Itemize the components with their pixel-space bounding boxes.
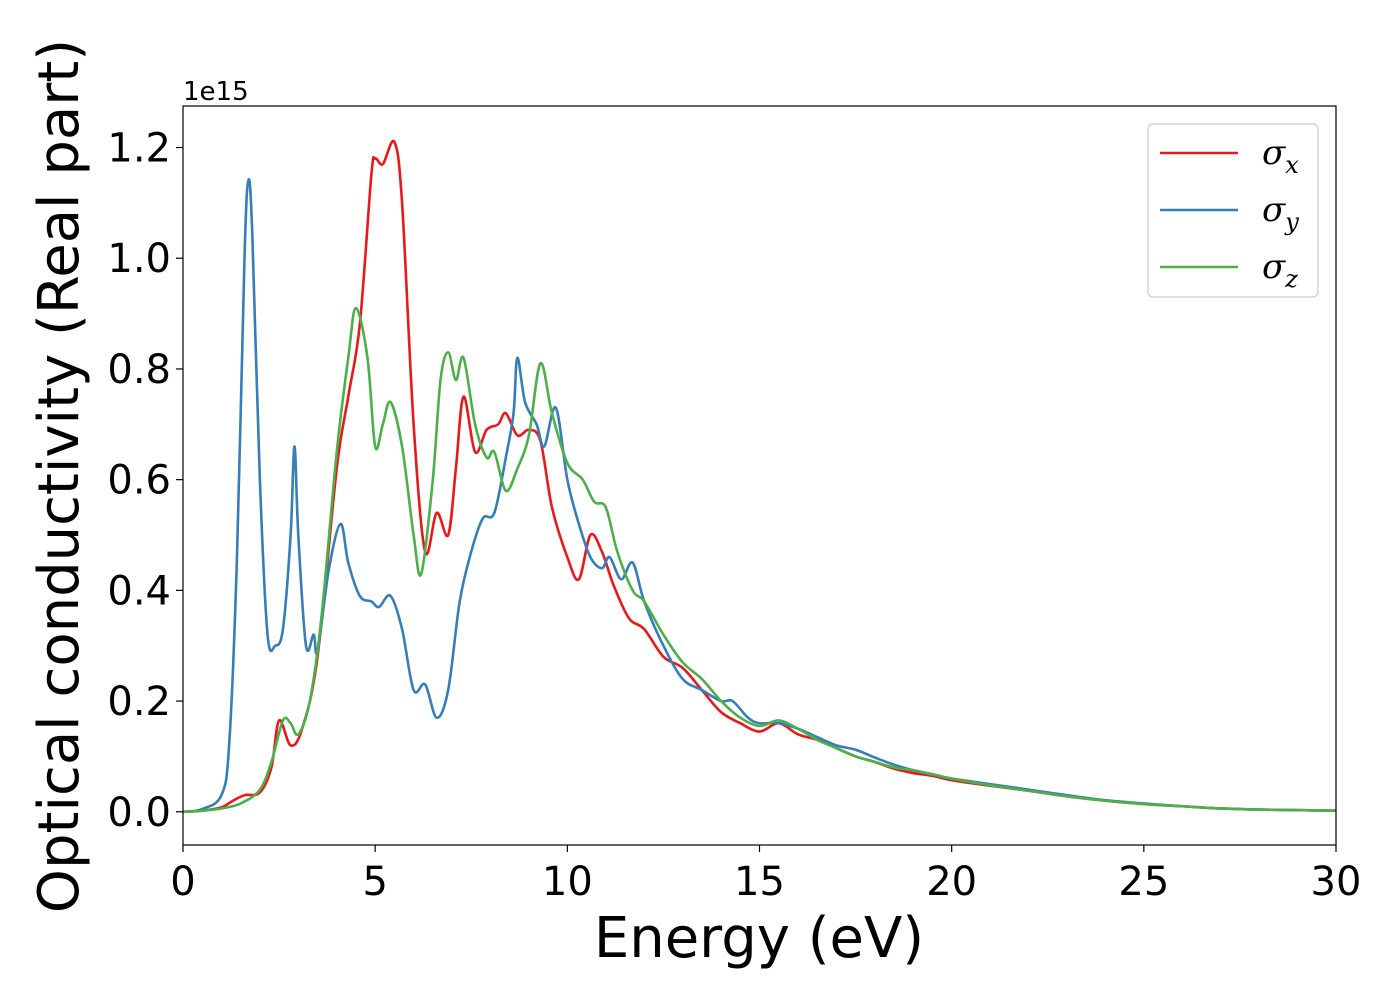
x-tick-label: 25 [1118,859,1169,905]
x-tick-label: 0 [170,859,195,905]
y-axis-title: Optical conductivity (Real part) [27,39,92,913]
x-tick-label: 20 [926,859,977,905]
y-axis: 0.0 0.2 0.4 0.6 0.8 1.0 1.2 [107,126,183,836]
y-tick-label: 1.2 [107,126,171,172]
x-axis-title: Energy (eV) [594,906,924,971]
y-tick-label: 0.0 [107,790,171,836]
y-offset-label: 1e15 [183,77,249,107]
y-tick-label: 0.2 [107,679,171,725]
series-layer [182,139,1337,814]
series-line-sigma-y [182,178,1337,814]
plot-area [183,106,1336,845]
series-line-sigma-z [182,306,1337,814]
y-tick-label: 0.6 [107,458,171,504]
y-tick-label: 1.0 [107,236,171,282]
y-tick-label: 0.8 [107,347,171,393]
x-tick-label: 15 [734,859,785,905]
y-tick-label: 0.4 [107,568,171,614]
x-axis: 0 5 10 15 20 25 30 [170,845,1361,905]
x-tick-label: 10 [542,859,593,905]
x-tick-label: 5 [362,859,387,905]
x-tick-label: 30 [1311,859,1362,905]
